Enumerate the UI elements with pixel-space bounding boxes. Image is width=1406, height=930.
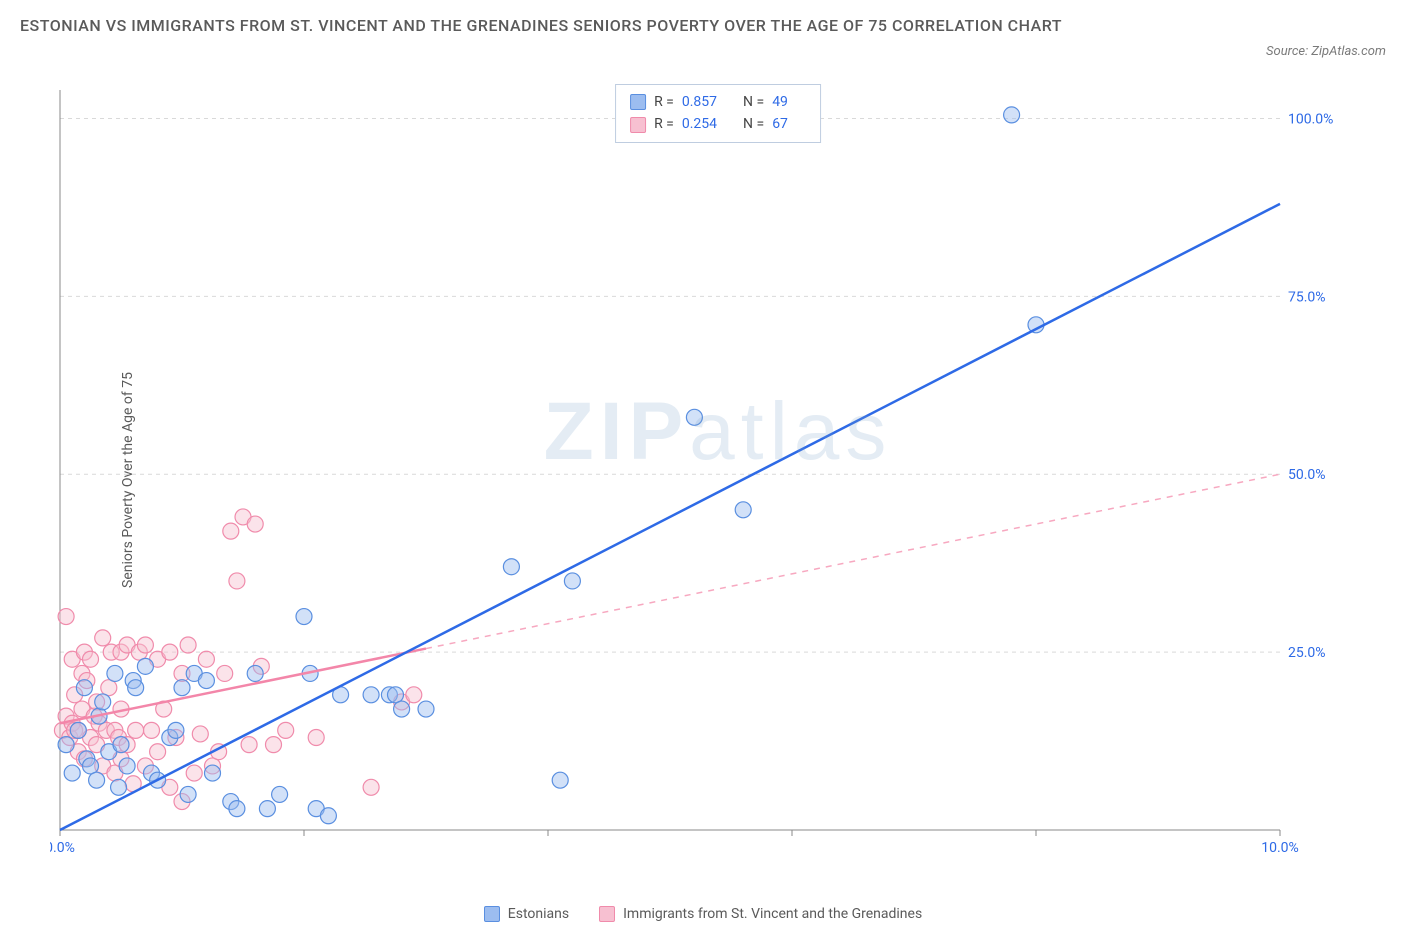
n-value: 67 [772, 113, 788, 135]
data-point [119, 758, 135, 774]
data-point [247, 516, 263, 532]
y-axis-label: Seniors Poverty Over the Age of 75 [120, 372, 136, 588]
r-label: R = [654, 113, 674, 135]
data-point [198, 651, 214, 667]
data-point [564, 573, 580, 589]
n-label: N = [743, 91, 764, 113]
svg-text:100.0%: 100.0% [1288, 111, 1333, 127]
chart-container: Seniors Poverty Over the Age of 75 25.0%… [50, 80, 1386, 880]
data-point [278, 722, 294, 738]
legend-swatch [630, 94, 646, 110]
data-point [58, 737, 74, 753]
n-label: N = [743, 113, 764, 135]
data-point [83, 651, 99, 667]
trend-line-pink-dash [426, 474, 1280, 648]
data-point [363, 779, 379, 795]
data-point [137, 637, 153, 653]
data-point [107, 665, 123, 681]
data-point [144, 722, 160, 738]
legend-row: R = 0.857 N = 49 [630, 91, 806, 113]
chart-title: ESTONIAN VS IMMIGRANTS FROM ST. VINCENT … [20, 14, 1062, 38]
data-point [259, 801, 275, 817]
data-point [217, 665, 233, 681]
legend-swatch [484, 906, 500, 922]
legend-label: Estonians [508, 906, 569, 922]
data-point [83, 758, 99, 774]
data-point [137, 658, 153, 674]
data-point [192, 726, 208, 742]
data-point [394, 701, 410, 717]
data-point [70, 722, 86, 738]
data-point [128, 680, 144, 696]
data-point [95, 694, 111, 710]
r-value: 0.254 [682, 113, 717, 135]
data-point [406, 687, 422, 703]
data-point [686, 409, 702, 425]
svg-text:75.0%: 75.0% [1288, 289, 1326, 305]
svg-text:25.0%: 25.0% [1288, 645, 1326, 661]
legend-label: Immigrants from St. Vincent and the Gren… [623, 906, 922, 922]
data-point [111, 779, 127, 795]
data-point [247, 665, 263, 681]
data-point [308, 730, 324, 746]
data-point [95, 630, 111, 646]
svg-text:10.0%: 10.0% [1261, 840, 1299, 856]
data-point [266, 737, 282, 753]
bottom-legend: Estonians Immigrants from St. Vincent and… [0, 906, 1406, 922]
data-point [168, 722, 184, 738]
data-point [101, 680, 117, 696]
data-point [198, 673, 214, 689]
data-point [388, 687, 404, 703]
legend-swatch [599, 906, 615, 922]
data-point [205, 765, 221, 781]
bottom-legend-item: Estonians [484, 906, 569, 922]
bottom-legend-item: Immigrants from St. Vincent and the Gren… [599, 906, 922, 922]
data-point [64, 765, 80, 781]
data-point [186, 765, 202, 781]
svg-text:0.0%: 0.0% [50, 840, 75, 856]
data-point [229, 801, 245, 817]
data-point [320, 808, 336, 824]
data-point [174, 680, 190, 696]
data-point [296, 609, 312, 625]
data-point [552, 772, 568, 788]
source-label: Source: ZipAtlas.com [1266, 44, 1386, 59]
data-point [113, 737, 129, 753]
data-point [223, 523, 239, 539]
stats-legend: R = 0.857 N = 49 R = 0.254 N = 67 [615, 84, 821, 143]
data-point [735, 502, 751, 518]
data-point [128, 722, 144, 738]
data-point [89, 772, 105, 788]
data-point [503, 559, 519, 575]
data-point [363, 687, 379, 703]
data-point [1004, 107, 1020, 123]
data-point [229, 573, 245, 589]
r-value: 0.857 [682, 91, 717, 113]
svg-text:50.0%: 50.0% [1288, 467, 1326, 483]
legend-row: R = 0.254 N = 67 [630, 113, 806, 135]
data-point [180, 637, 196, 653]
data-point [76, 680, 92, 696]
data-point [150, 744, 166, 760]
n-value: 49 [772, 91, 788, 113]
data-point [180, 786, 196, 802]
data-point [241, 737, 257, 753]
legend-swatch [630, 117, 646, 133]
r-label: R = [654, 91, 674, 113]
data-point [162, 644, 178, 660]
scatter-plot: 25.0% 50.0% 75.0% 100.0% 0.0% 10.0% [50, 80, 1340, 860]
data-point [418, 701, 434, 717]
data-point [58, 609, 74, 625]
data-point [272, 786, 288, 802]
